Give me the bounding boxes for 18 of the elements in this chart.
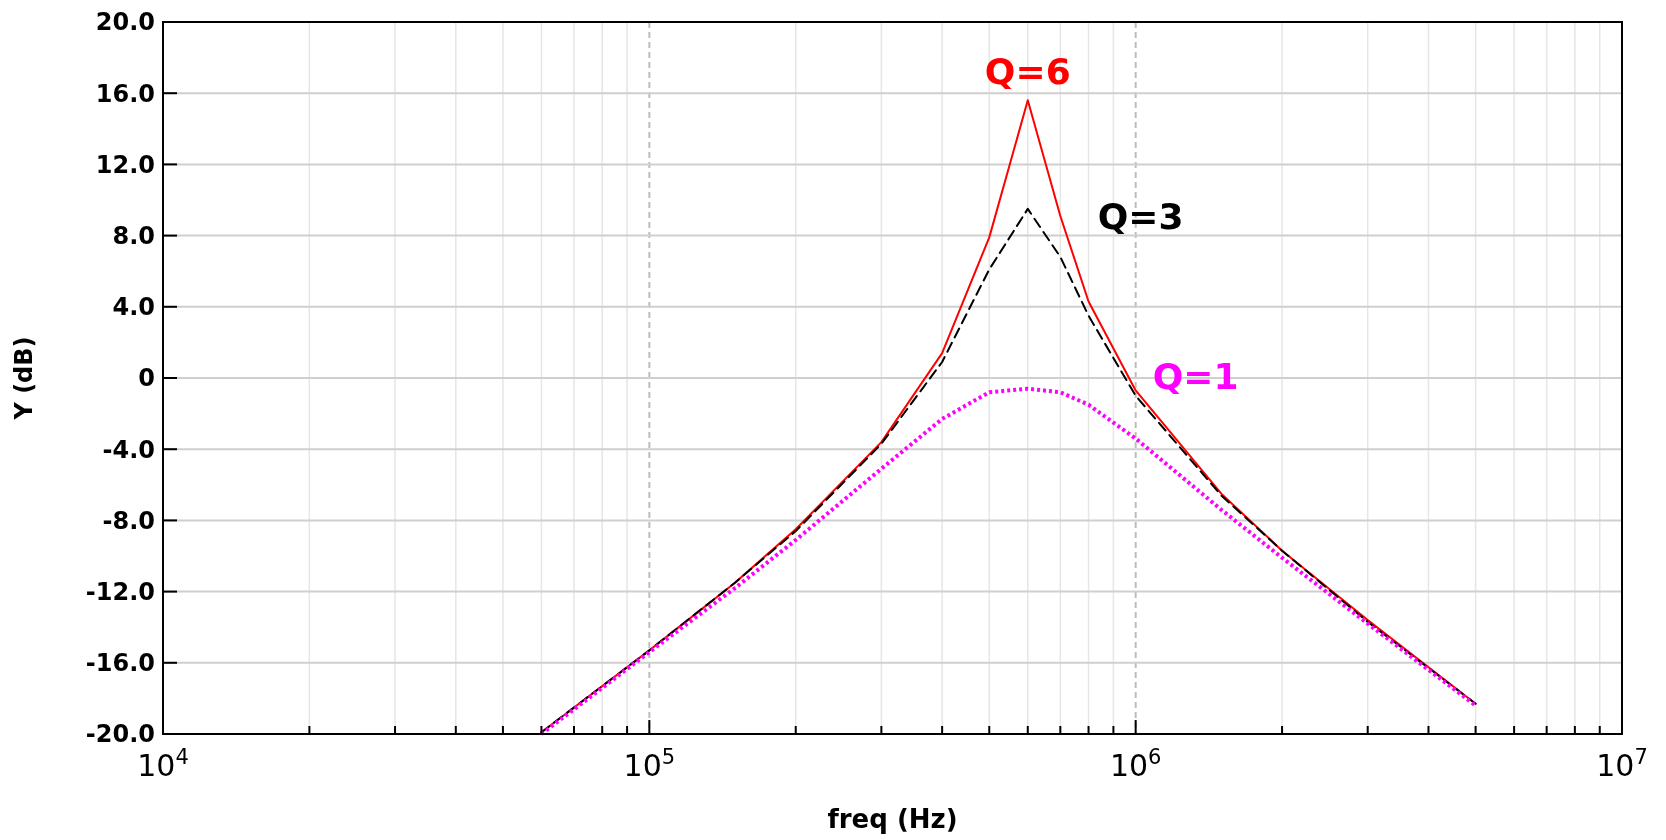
- x-tick-label: 10$^{7}$: [1596, 745, 1648, 783]
- y-tick-label: -4.0: [102, 435, 155, 464]
- x-axis-title: freq (Hz): [827, 804, 958, 834]
- y-axis-title: Y (dB): [10, 336, 38, 421]
- y-tick-label: 12.0: [95, 150, 155, 179]
- y-tick-label: -16.0: [85, 649, 155, 678]
- y-tick-label: 0: [138, 364, 155, 393]
- series-label: Q=6: [984, 51, 1071, 93]
- y-tick-label: 20.0: [95, 8, 155, 37]
- series-label: Q=1: [1152, 355, 1239, 397]
- series-label: Q=3: [1097, 195, 1184, 237]
- y-tick-label: 8.0: [112, 222, 155, 250]
- y-tick-label: -8.0: [102, 506, 155, 535]
- x-tick-label: 10$^{6}$: [1109, 745, 1162, 783]
- y-tick-label: -12.0: [85, 578, 155, 606]
- y-tick-label: 16.0: [95, 79, 155, 108]
- y-tick-label: 4.0: [112, 293, 155, 322]
- x-tick-label: 10$^{5}$: [623, 745, 676, 783]
